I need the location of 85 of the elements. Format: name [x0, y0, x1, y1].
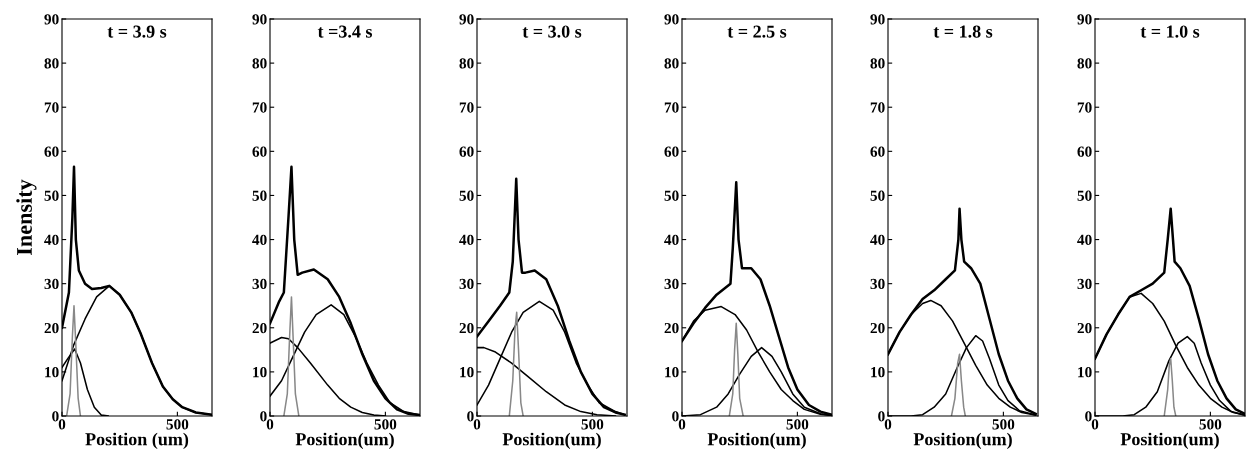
y-tick-label: 0 [1085, 411, 1092, 422]
chart-title: t = 1.0 s [1140, 25, 1200, 38]
x-tick-label: 500 [581, 419, 604, 430]
y-tick-label: 90 [664, 14, 679, 25]
y-tick-label: 90 [1077, 14, 1092, 25]
y-tick-label: 20 [870, 322, 885, 334]
y-tick-label: 90 [870, 14, 885, 25]
y-tick-label: 60 [44, 146, 59, 157]
y-tick-label: 90 [252, 14, 267, 25]
y-tick-label: 30 [664, 278, 679, 290]
y-tick-label: 50 [252, 190, 267, 201]
chart-title: t =3.4 s [317, 25, 373, 38]
y-tick-label: 70 [1077, 102, 1092, 113]
y-tick-label: 0 [52, 411, 59, 422]
x-axis-title: Position(um) [913, 432, 1012, 450]
y-tick-label: 60 [459, 146, 474, 157]
x-tick-label: 500 [166, 419, 189, 430]
y-tick-label: 60 [870, 146, 885, 157]
y-tick-label: 60 [252, 146, 267, 157]
x-tick-label: 0 [884, 419, 892, 430]
y-tick-label: 70 [870, 102, 885, 113]
x-tick-label: 500 [992, 419, 1015, 430]
y-tick-label: 40 [870, 234, 885, 246]
y-tick-label: 10 [253, 367, 267, 378]
y-tick-label: 30 [1077, 278, 1092, 290]
y-tick-label: 30 [870, 278, 885, 290]
y-tick-label: 90 [459, 14, 474, 25]
y-tick-label: 60 [1077, 146, 1092, 157]
y-tick-label: 0 [467, 411, 474, 422]
y-tick-label: 80 [459, 58, 474, 69]
y-tick-label: 0 [260, 411, 267, 422]
y-tick-label: 80 [1077, 58, 1092, 69]
x-tick-label: 0 [678, 419, 686, 430]
x-axis-title: Position(um) [295, 432, 394, 450]
y-tick-label: 40 [1077, 234, 1092, 246]
y-tick-label: 70 [44, 102, 59, 113]
chart-title: t = 2.5 s [727, 25, 787, 38]
y-tick-label: 30 [252, 278, 267, 290]
y-tick-label: 20 [459, 322, 474, 334]
x-tick-label: 0 [266, 419, 274, 430]
x-tick-label: 500 [1199, 419, 1222, 430]
x-tick-label: 0 [473, 419, 481, 430]
x-axis-title: Position(um) [1120, 432, 1219, 450]
y-tick-label: 10 [460, 367, 474, 378]
y-tick-label: 50 [870, 190, 885, 201]
y-tick-label: 20 [44, 322, 59, 334]
y-tick-label: 50 [459, 190, 474, 201]
x-axis-title: Position(um) [502, 432, 601, 450]
y-tick-label: 80 [870, 58, 885, 69]
y-tick-label: 70 [459, 102, 474, 113]
y-tick-label: 80 [664, 58, 679, 69]
x-tick-label: 0 [58, 419, 66, 430]
chart-title: t = 3.9 s [107, 25, 167, 38]
y-tick-label: 70 [252, 102, 267, 113]
y-tick-label: 10 [665, 367, 679, 378]
y-tick-label: 30 [459, 278, 474, 290]
y-tick-label: 0 [672, 411, 679, 422]
y-tick-label: 20 [252, 322, 267, 334]
y-tick-label: 50 [44, 190, 59, 201]
x-axis-title: Position(um) [707, 432, 806, 450]
y-tick-label: 30 [44, 278, 59, 290]
y-tick-label: 40 [459, 234, 474, 246]
y-tick-label: 40 [44, 234, 59, 246]
y-tick-label: 50 [664, 190, 679, 201]
y-tick-label: 10 [1078, 367, 1092, 378]
y-tick-label: 10 [871, 367, 885, 378]
x-tick-label: 500 [786, 419, 809, 430]
x-tick-label: 500 [374, 419, 397, 430]
y-tick-label: 80 [252, 58, 267, 69]
y-tick-label: 0 [878, 411, 885, 422]
y-tick-label: 40 [252, 234, 267, 246]
y-axis-title: Inensity [16, 179, 37, 256]
y-tick-label: 20 [664, 322, 679, 334]
x-tick-label: 0 [1091, 419, 1099, 430]
y-tick-label: 20 [1077, 322, 1092, 334]
chart-title: t = 1.8 s [933, 25, 993, 38]
x-axis-title: Position (um) [85, 432, 189, 450]
y-tick-label: 80 [44, 58, 59, 69]
y-tick-label: 50 [1077, 190, 1092, 201]
y-tick-label: 40 [664, 234, 679, 246]
y-tick-label: 70 [664, 102, 679, 113]
y-tick-label: 10 [45, 367, 59, 378]
chart-title: t = 3.0 s [522, 25, 582, 38]
y-tick-label: 60 [664, 146, 679, 157]
y-tick-label: 90 [44, 14, 59, 25]
